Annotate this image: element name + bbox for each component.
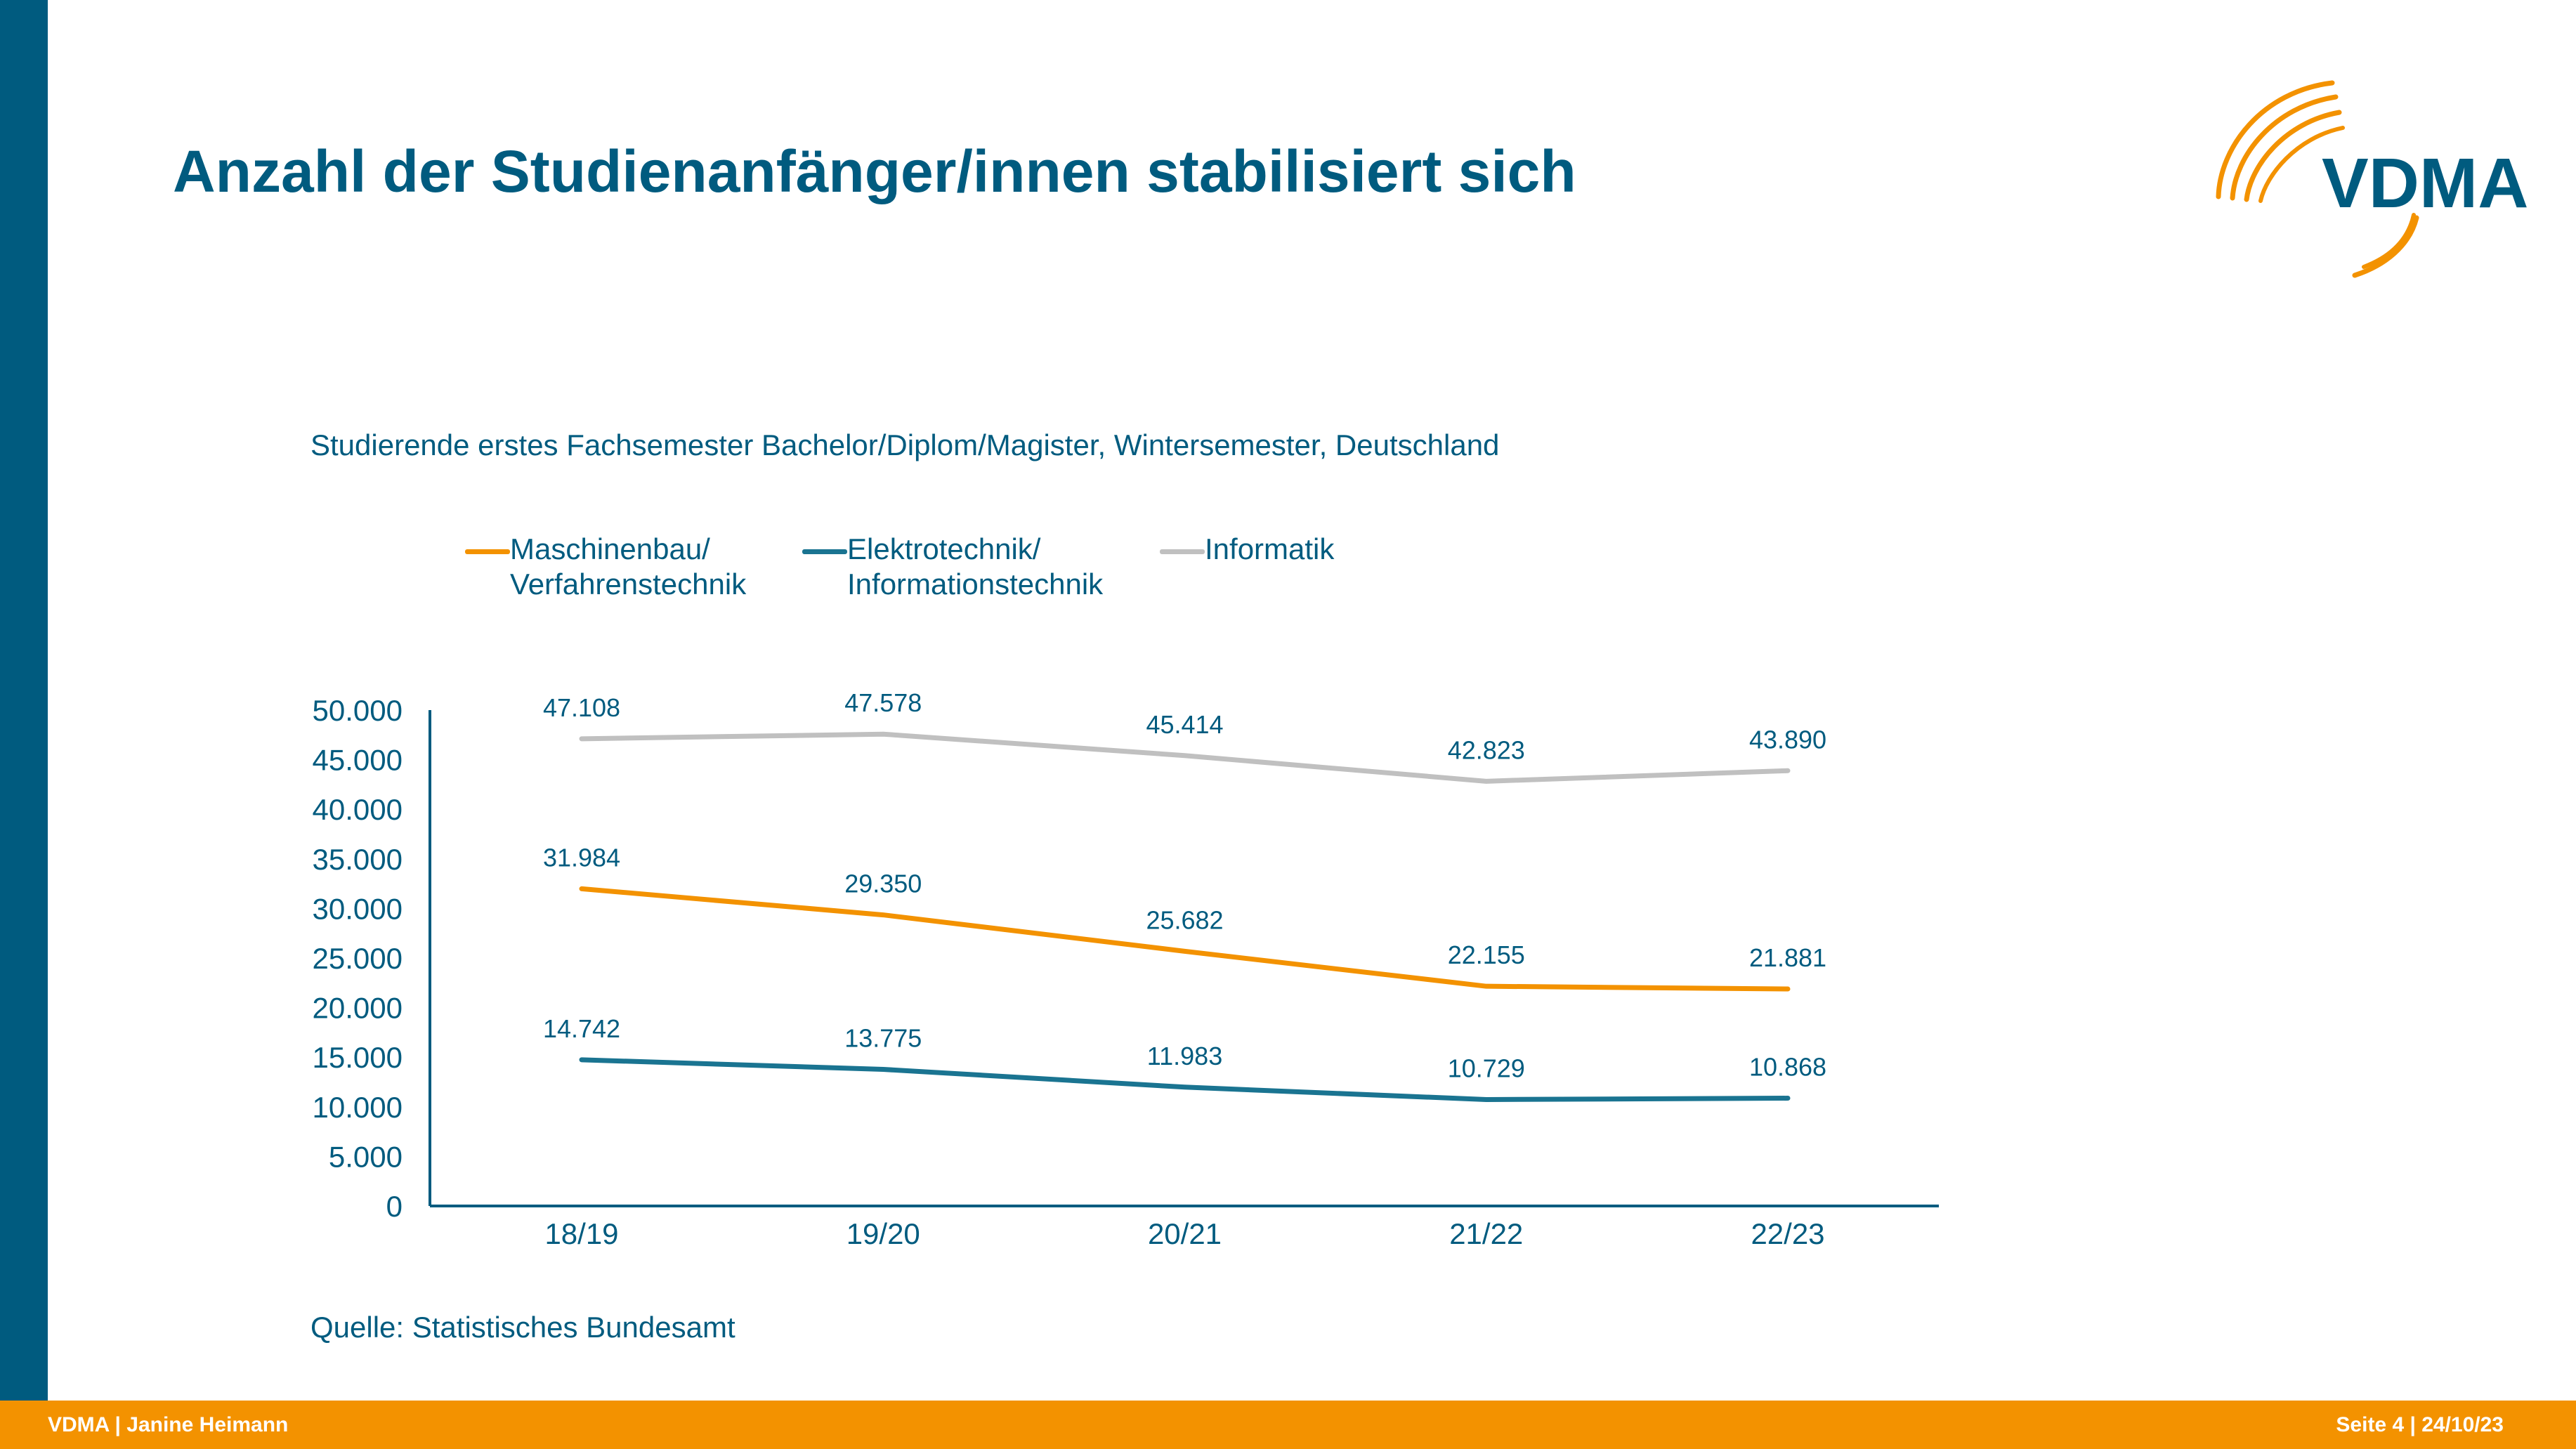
footer-page-date: Seite 4 | 24/10/23 [2336,1413,2504,1436]
data-label: 45.414 [1146,710,1223,739]
legend-label-informatik: Informatik [1205,532,1335,565]
source-note: Quelle: Statistisches Bundesamt [310,1311,735,1344]
x-tick-label: 20/21 [1148,1217,1222,1250]
legend-swatch-maschinenbau [465,549,510,554]
y-tick-label: 45.000 [313,744,403,777]
y-tick-label: 40.000 [313,793,403,826]
y-tick-label: 50.000 [313,694,403,727]
x-tick-label: 18/19 [544,1217,618,1250]
data-label: 13.775 [844,1023,922,1052]
logo-text: VDMA [2322,144,2528,223]
legend-label-elektrotechnik: Elektrotechnik/ Informationstechnik [847,532,1104,601]
data-label: 47.108 [543,693,620,722]
data-label: 43.890 [1749,725,1826,754]
data-label: 25.682 [1146,905,1223,934]
data-label: 22.155 [1448,940,1525,969]
sidebar-accent-bar [0,0,48,1401]
series-line-2 [579,731,1791,784]
y-tick-label: 5.000 [329,1140,403,1173]
x-tick-label: 21/22 [1449,1217,1523,1250]
y-tick-label: 25.000 [313,942,403,975]
data-label: 11.983 [1147,1042,1222,1070]
y-tick-label: 20.000 [313,992,403,1025]
y-tick-label: 15.000 [313,1041,403,1074]
legend-swatch-informatik [1160,549,1205,554]
x-tick-label: 19/20 [846,1217,920,1250]
slide-title: Anzahl der Studienanfänger/innen stabili… [173,138,1576,204]
y-axis-ticks: 0 5.000 10.000 15.000 20.000 25.000 30.000 35.0… [313,694,403,1223]
data-label: 10.729 [1448,1054,1525,1083]
y-tick-label: 0 [386,1190,403,1223]
data-label: 31.984 [543,843,620,872]
vdma-logo: VDMA [2216,80,2528,278]
series-line-1 [579,1057,1791,1103]
series-line-0 [579,886,1791,992]
footer-bar: VDMA | Janine Heimann Seite 4 | 24/10/23 [0,1401,2576,1449]
legend-item-maschinenbau: Maschinenbau/ Verfahrenstechnik [465,532,746,602]
y-tick-label: 30.000 [313,892,403,925]
data-label: 21.881 [1749,943,1826,972]
legend-item-informatik: Informatik [1160,532,1334,567]
data-label: 14.742 [543,1014,620,1043]
data-label: 42.823 [1448,735,1525,764]
footer-author: VDMA | Janine Heimann [48,1413,289,1436]
y-tick-label: 10.000 [313,1091,403,1124]
data-label: 29.350 [844,870,922,898]
legend-item-elektrotechnik: Elektrotechnik/ Informationstechnik [802,532,1103,602]
y-tick-label: 35.000 [313,843,403,876]
data-label: 10.868 [1749,1053,1826,1082]
series-lines [579,731,1791,1103]
chart-title: Studierende erstes Fachsemester Bachelor… [310,428,1500,461]
data-label: 47.578 [844,688,922,717]
data-labels: 31.984 29.350 25.682 22.155 21.881 14.742 13.7… [543,688,1826,1082]
x-tick-label: 22/23 [1751,1217,1824,1250]
x-axis-ticks: 18/19 19/20 20/21 21/22 22/23 [544,1217,1824,1250]
legend-label-maschinenbau: Maschinenbau/ Verfahrenstechnik [510,532,747,601]
legend-swatch-elektrotechnik [802,549,847,554]
